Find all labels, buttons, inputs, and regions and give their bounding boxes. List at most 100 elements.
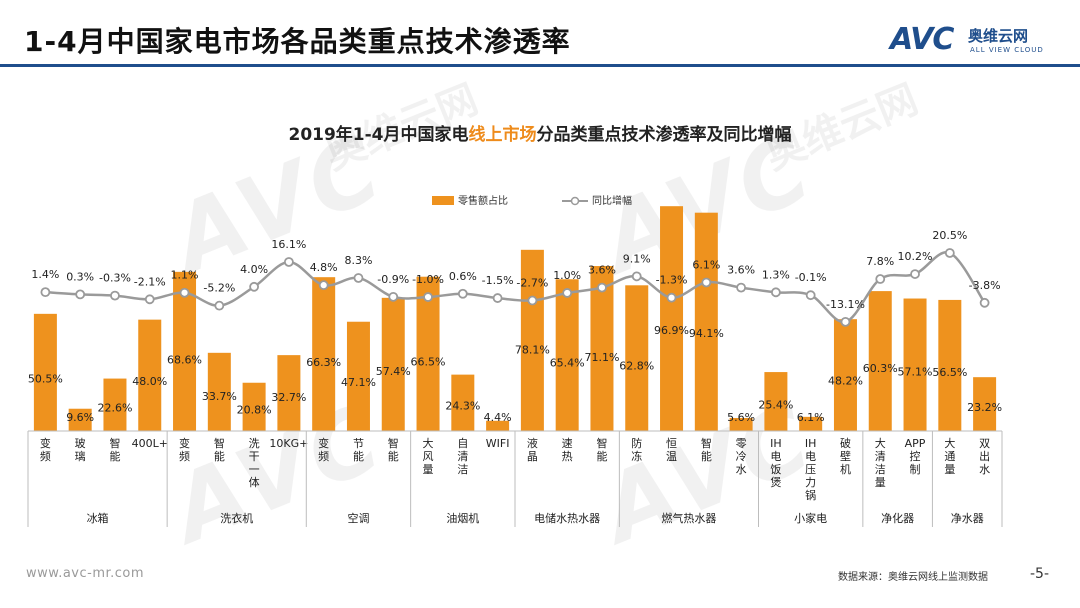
category-label-3: 智能 <box>109 436 120 463</box>
chart-title-part-1: 2019年1-4月中国家电 <box>288 124 468 145</box>
yoy-point-13 <box>457 288 468 299</box>
yoy-label-13: 0.6% <box>449 270 477 283</box>
group-label-6: 燃气热水器 <box>661 511 716 525</box>
bar-4 <box>138 319 162 431</box>
bar-17 <box>590 266 614 431</box>
yoy-point-14 <box>492 293 503 303</box>
bar-2 <box>68 408 92 431</box>
yoy-label-20: 6.1% <box>692 258 720 271</box>
group-label-4: 油烟机 <box>446 511 479 525</box>
yoy-label-8: 16.1% <box>271 238 306 251</box>
bar-label-14: 4.4% <box>484 411 512 424</box>
category-label-2: 玻璃 <box>75 437 86 463</box>
category-label-23: IH 电压力锅 <box>805 437 817 502</box>
yoy-point-24 <box>840 316 851 327</box>
group-label-7: 小家电 <box>794 511 827 525</box>
bar-14 <box>486 420 510 431</box>
bar-19 <box>660 206 684 431</box>
page-number: -5- <box>1030 566 1050 582</box>
yoy-point-9 <box>318 280 329 291</box>
bar-15 <box>520 249 544 431</box>
category-label-15: 液晶 <box>527 436 538 463</box>
yoy-point-11 <box>388 291 399 302</box>
bar-label-13: 24.3% <box>445 400 480 413</box>
yoy-label-19: -1.3% <box>656 274 688 287</box>
yoy-point-28 <box>979 297 990 308</box>
bar-label-24: 48.2% <box>828 375 863 388</box>
bar-21 <box>729 418 753 431</box>
bar-label-19: 96.9% <box>654 324 689 337</box>
yoy-label-22: 1.3% <box>762 268 790 281</box>
bar-11 <box>381 297 405 431</box>
category-label-19: 恒温 <box>666 437 677 463</box>
yoy-label-11: -0.9% <box>377 273 409 286</box>
chart-title-part-3: 分品类重点技术渗透率及同比增幅 <box>537 124 792 145</box>
logo-cn-text: 奥维云网 <box>968 27 1029 45</box>
yoy-point-21 <box>736 282 747 293</box>
category-label-11: 智能 <box>388 436 399 463</box>
category-label-9: 变频 <box>318 436 329 463</box>
yoy-point-6 <box>214 300 225 311</box>
bar-label-3: 22.6% <box>97 401 132 414</box>
bar-9 <box>312 277 336 431</box>
yoy-label-26: 10.2% <box>898 250 933 263</box>
title-divider <box>0 64 1080 67</box>
bar-1 <box>33 313 57 431</box>
yoy-point-16 <box>562 288 573 298</box>
yoy-label-2: 0.3% <box>66 270 94 283</box>
category-label-22: IH 电饭煲 <box>770 437 782 489</box>
bar-10 <box>346 321 370 431</box>
bar-label-10: 47.1% <box>341 376 376 389</box>
yoy-point-17 <box>597 282 607 293</box>
bar-3 <box>103 378 127 431</box>
yoy-label-12: -1.0% <box>412 273 444 286</box>
bar-25 <box>868 291 892 431</box>
bar-label-7: 20.8% <box>237 403 272 416</box>
bar-22 <box>764 372 788 431</box>
legend-line-label: 同比增幅 <box>592 194 632 207</box>
yoy-point-10 <box>353 273 364 283</box>
yoy-point-25 <box>875 274 886 284</box>
yoy-label-6: -5.2% <box>203 282 235 295</box>
bar-label-23: 6.1% <box>797 411 825 424</box>
bar-16 <box>555 279 579 431</box>
bar-label-28: 23.2% <box>967 401 1002 414</box>
yoy-point-8 <box>283 257 294 267</box>
logo-mark: AVC <box>890 22 954 57</box>
category-label-14: WIFI <box>486 437 510 450</box>
category-label-18: 防冻 <box>631 436 642 463</box>
legend-bar-label: 零售额占比 <box>458 194 508 207</box>
category-label-13: 自清洁 <box>457 437 468 476</box>
bar-label-5: 68.6% <box>167 353 202 366</box>
bar-label-8: 32.7% <box>271 391 306 404</box>
category-label-26: APP 控制 <box>905 437 926 476</box>
yoy-line <box>45 251 986 324</box>
yoy-point-12 <box>423 292 433 302</box>
bar-20 <box>694 212 718 431</box>
yoy-label-9: 4.8% <box>310 261 338 274</box>
bar-label-21: 5.6% <box>727 411 755 424</box>
yoy-label-1: 1.4% <box>31 268 59 281</box>
bar-label-6: 33.7% <box>202 390 237 403</box>
yoy-label-21: 3.6% <box>727 264 755 277</box>
category-label-7: 洗干一体 <box>249 437 260 489</box>
category-label-1: 变频 <box>40 436 51 463</box>
legend-bar-swatch <box>432 196 454 205</box>
bar-label-16: 65.4% <box>550 357 585 370</box>
footer-url: www.avc-mr.com <box>26 566 145 581</box>
logo-en-text: ALL VIEW CLOUD <box>970 46 1044 54</box>
bar-23 <box>799 416 823 431</box>
yoy-label-5: 1.1% <box>171 269 199 282</box>
category-label-24: 破壁机 <box>840 436 851 476</box>
page-title: 1-4月中国家电市场各品类重点技术渗透率 <box>24 25 571 58</box>
category-label-4: 400L+ <box>132 437 168 450</box>
category-label-5: 变频 <box>179 436 190 463</box>
category-label-12: 大风量 <box>423 436 434 476</box>
bar-24 <box>833 319 857 431</box>
bar-7 <box>242 382 266 431</box>
yoy-point-2 <box>75 289 86 300</box>
category-label-17: 智能 <box>596 436 607 463</box>
yoy-point-1 <box>40 287 51 298</box>
group-label-8: 净化器 <box>881 511 914 525</box>
